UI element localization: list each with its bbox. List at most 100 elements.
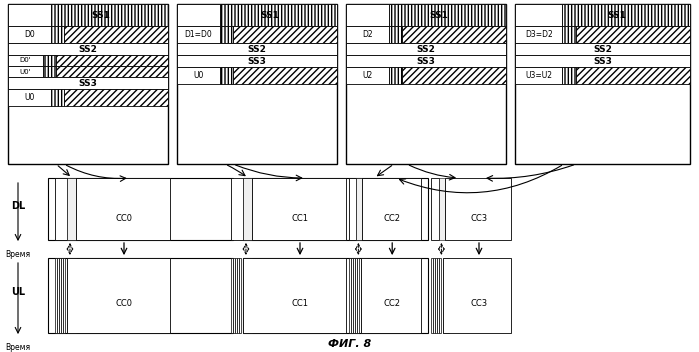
Bar	[361, 258, 421, 333]
Bar	[8, 43, 168, 55]
Text: SS1: SS1	[429, 11, 448, 19]
Text: CC1: CC1	[291, 214, 308, 223]
Bar	[177, 55, 337, 67]
Bar	[51, 26, 64, 43]
Text: CC2: CC2	[384, 214, 401, 223]
Bar	[356, 178, 362, 240]
Bar	[8, 26, 51, 43]
Bar	[177, 26, 220, 43]
Bar	[177, 67, 220, 84]
Bar	[389, 26, 402, 43]
Text: D0: D0	[24, 30, 35, 39]
Text: CC0: CC0	[115, 214, 133, 223]
Bar	[57, 258, 59, 333]
Bar	[515, 43, 690, 55]
Bar	[435, 258, 437, 333]
Bar	[361, 258, 367, 333]
Bar	[431, 178, 439, 240]
Bar	[443, 258, 511, 333]
Bar	[437, 258, 439, 333]
Bar	[8, 4, 51, 26]
Bar	[243, 258, 346, 333]
Text: UL: UL	[11, 287, 25, 297]
Bar	[346, 4, 389, 26]
Text: SS2: SS2	[247, 44, 266, 54]
Text: SS3: SS3	[593, 57, 612, 65]
Bar	[220, 67, 233, 84]
Bar	[48, 258, 233, 333]
Bar	[515, 67, 562, 84]
Text: SS3: SS3	[78, 78, 97, 88]
Text: CC3: CC3	[470, 298, 488, 308]
Bar	[233, 26, 337, 43]
Bar	[439, 258, 441, 333]
Bar	[353, 258, 355, 333]
Bar	[220, 4, 337, 26]
Bar	[177, 4, 220, 26]
Bar	[233, 258, 235, 333]
Bar	[8, 89, 51, 106]
Bar	[55, 178, 66, 240]
Bar	[243, 258, 252, 333]
Text: ФИГ. 8: ФИГ. 8	[328, 339, 371, 349]
Text: U0: U0	[24, 93, 35, 102]
Bar	[56, 66, 168, 77]
Bar	[362, 178, 421, 240]
Text: CC2: CC2	[384, 298, 401, 308]
Bar	[8, 77, 168, 89]
Bar	[346, 67, 389, 84]
Bar	[8, 66, 43, 77]
Bar	[43, 55, 56, 66]
Text: DL: DL	[11, 201, 25, 211]
Text: U3=U2: U3=U2	[525, 71, 552, 80]
Bar	[252, 178, 346, 240]
Bar	[63, 258, 65, 333]
Bar	[61, 258, 63, 333]
Bar	[402, 26, 506, 43]
Text: CC0: CC0	[115, 298, 133, 308]
Bar	[51, 4, 168, 26]
Bar	[355, 258, 357, 333]
Text: SS1: SS1	[92, 11, 110, 19]
Bar	[55, 258, 57, 333]
Bar	[515, 26, 562, 43]
Bar	[433, 258, 435, 333]
Bar	[8, 4, 168, 164]
Bar	[59, 258, 61, 333]
Bar	[346, 43, 506, 55]
Text: SS3: SS3	[247, 57, 266, 65]
Bar	[402, 67, 506, 84]
Text: SS3: SS3	[417, 57, 435, 65]
Text: U2: U2	[363, 71, 373, 80]
Bar	[349, 178, 356, 240]
Bar	[576, 67, 690, 84]
Text: D0': D0'	[20, 57, 31, 63]
Bar	[237, 258, 239, 333]
Bar	[346, 4, 506, 164]
Bar	[231, 178, 243, 240]
Text: D1=D0: D1=D0	[185, 30, 212, 39]
Bar	[75, 178, 170, 240]
Bar	[346, 55, 506, 67]
Bar	[64, 26, 168, 43]
Bar	[239, 258, 241, 333]
Bar	[177, 43, 337, 55]
Bar	[357, 258, 359, 333]
Text: D2: D2	[362, 30, 373, 39]
Bar	[67, 258, 170, 333]
Bar	[220, 26, 233, 43]
Text: CC1: CC1	[291, 298, 308, 308]
Text: Время: Время	[6, 250, 31, 259]
Text: U0: U0	[194, 71, 204, 80]
Bar	[67, 258, 76, 333]
Bar	[515, 4, 690, 164]
Bar	[515, 4, 562, 26]
Bar	[56, 55, 168, 66]
Bar	[431, 258, 433, 333]
Bar	[389, 67, 402, 84]
Text: SS2: SS2	[417, 44, 435, 54]
Text: SS2: SS2	[593, 44, 612, 54]
Text: SS1: SS1	[260, 11, 279, 19]
Bar	[231, 258, 233, 333]
Bar	[235, 258, 237, 333]
